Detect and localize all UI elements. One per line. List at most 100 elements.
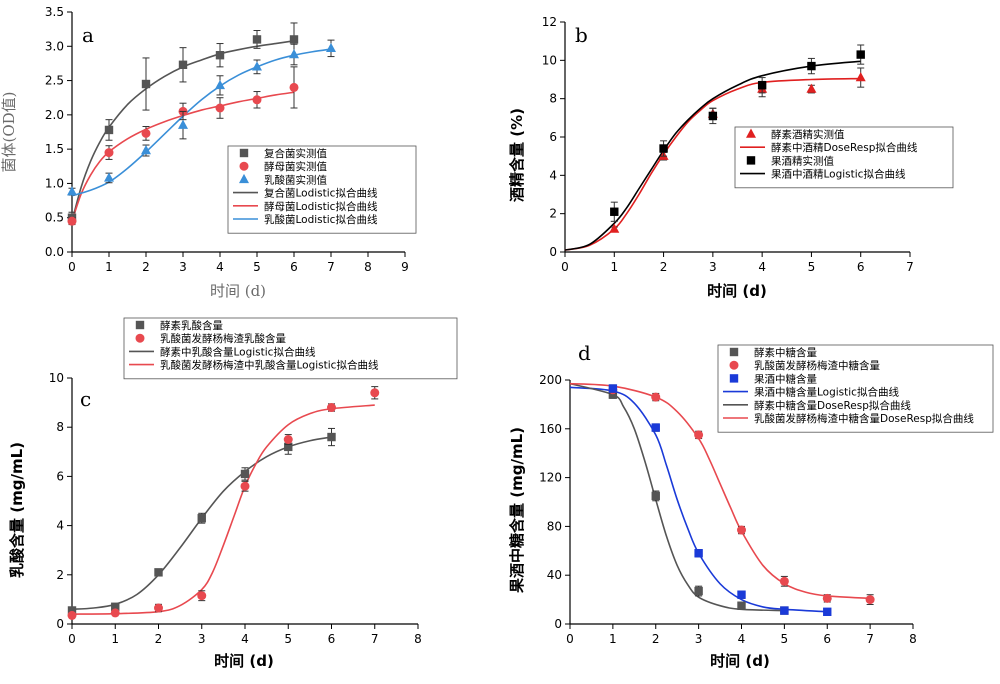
x-tick-label: 6 bbox=[328, 632, 336, 646]
y-tick-label: 8 bbox=[549, 92, 557, 106]
x-tick-label: 3 bbox=[709, 260, 717, 274]
legend-box bbox=[227, 145, 417, 234]
x-tick-label: 1 bbox=[610, 260, 618, 274]
legend-swatch-marker bbox=[135, 333, 145, 343]
x-tick-label: 8 bbox=[909, 632, 917, 646]
data-point bbox=[67, 606, 77, 615]
fit-curve-4 bbox=[71, 40, 295, 222]
legend-label: 乳酸菌发酵杨梅渣中乳酸含量Logistic拟合曲线 bbox=[160, 359, 379, 372]
data-point bbox=[865, 595, 875, 605]
data-point bbox=[252, 95, 262, 105]
y-tick-label: 120 bbox=[539, 471, 562, 485]
y-tick-label: 12 bbox=[542, 15, 557, 29]
y-tick-label: 4 bbox=[549, 168, 557, 182]
data-point bbox=[289, 49, 299, 59]
data-point bbox=[284, 442, 293, 452]
legend-box bbox=[123, 317, 458, 380]
data-point bbox=[737, 601, 746, 610]
data-point bbox=[67, 216, 77, 226]
legend-box bbox=[717, 344, 994, 433]
x-tick-label: 0 bbox=[561, 260, 569, 274]
y-tick-label: 8 bbox=[56, 420, 64, 434]
x-tick-label: 0 bbox=[566, 632, 574, 646]
y-tick-label: 2 bbox=[56, 568, 64, 582]
x-tick-label: 8 bbox=[414, 632, 422, 646]
x-tick-label: 0 bbox=[68, 632, 76, 646]
data-point bbox=[178, 60, 188, 69]
legend-label: 果酒中酒精Logistic拟合曲线 bbox=[771, 168, 906, 181]
x-tick-label: 6 bbox=[823, 632, 831, 646]
data-point bbox=[240, 481, 250, 491]
x-tick-label: 8 bbox=[364, 260, 372, 274]
panel-letter: a bbox=[82, 23, 94, 47]
data-point bbox=[326, 42, 336, 53]
x-tick-label: 1 bbox=[111, 632, 119, 646]
legend-label: 酵素中糖含量 bbox=[754, 346, 817, 359]
data-point bbox=[215, 103, 225, 113]
y-tick-label: 6 bbox=[549, 130, 557, 144]
x-tick-label: 7 bbox=[327, 260, 335, 274]
data-point bbox=[708, 111, 718, 121]
data-point bbox=[806, 83, 817, 93]
data-point bbox=[608, 390, 618, 399]
fit-curve-5 bbox=[71, 91, 295, 222]
data-point bbox=[141, 128, 151, 138]
x-axis-title: 时间 (d) bbox=[214, 652, 274, 670]
fit-curve-4 bbox=[569, 386, 828, 613]
data-point bbox=[252, 61, 262, 71]
x-axis-title: 时间 (d) bbox=[710, 652, 770, 670]
panel-letter: b bbox=[575, 23, 588, 47]
data-point bbox=[197, 514, 206, 523]
data-point bbox=[154, 568, 163, 577]
x-tick-label: 3 bbox=[695, 632, 703, 646]
legend-label: 酵母菌Lodistic拟合曲线 bbox=[264, 200, 378, 213]
x-tick-label: 5 bbox=[781, 632, 789, 646]
data-point bbox=[327, 403, 336, 413]
data-point bbox=[651, 423, 660, 432]
legend-label: 酵素乳酸含量 bbox=[160, 319, 223, 332]
y-tick-label: 3.5 bbox=[45, 5, 64, 19]
y-tick-label: 0.0 bbox=[45, 245, 64, 259]
data-point bbox=[823, 607, 832, 616]
data-point bbox=[289, 35, 299, 44]
x-tick-label: 7 bbox=[371, 632, 379, 646]
legend-swatch-marker bbox=[746, 128, 756, 138]
y-tick-label: 6 bbox=[56, 469, 64, 483]
x-tick-label: 3 bbox=[179, 260, 187, 274]
data-point bbox=[240, 469, 250, 479]
data-point bbox=[215, 51, 225, 60]
data-point bbox=[757, 81, 767, 90]
data-point bbox=[610, 207, 619, 216]
y-tick-label: 2.0 bbox=[45, 108, 64, 122]
x-tick-label: 3 bbox=[198, 632, 206, 646]
legend-label: 果酒中糖含量Logistic拟合曲线 bbox=[754, 386, 899, 399]
data-point bbox=[694, 586, 703, 596]
legend-label: 乳酸菌发酵杨梅渣中糖含量DoseResp拟合曲线 bbox=[754, 412, 974, 425]
y-tick-label: 2.5 bbox=[45, 74, 64, 88]
data-point bbox=[737, 525, 746, 535]
data-point bbox=[822, 593, 832, 603]
y-tick-label: 40 bbox=[547, 568, 562, 582]
panel-letter: d bbox=[578, 341, 591, 365]
x-tick-label: 4 bbox=[241, 632, 249, 646]
data-point bbox=[111, 602, 120, 611]
legend-label: 果酒中糖含量 bbox=[754, 372, 817, 385]
x-tick-label: 2 bbox=[155, 632, 163, 646]
data-point bbox=[659, 144, 668, 153]
x-tick-label: 6 bbox=[290, 260, 298, 274]
y-tick-label: 0 bbox=[554, 617, 562, 631]
legend-label: 酵素中乳酸含量Logistic拟合曲线 bbox=[160, 345, 316, 358]
x-tick-label: 5 bbox=[253, 260, 261, 274]
data-point bbox=[289, 82, 299, 92]
data-point bbox=[651, 491, 660, 501]
y-tick-label: 0.5 bbox=[45, 211, 64, 225]
legend-label: 复合菌实测值 bbox=[264, 147, 327, 160]
legend-label: 酵母菌实测值 bbox=[264, 160, 327, 173]
fit-curve-6 bbox=[71, 48, 332, 197]
legend-label: 酵素中糖含量DoseResp拟合曲线 bbox=[754, 399, 911, 412]
x-tick-label: 2 bbox=[142, 260, 150, 274]
legend-label: 乳酸菌发酵杨梅渣中糖含量 bbox=[754, 359, 880, 372]
